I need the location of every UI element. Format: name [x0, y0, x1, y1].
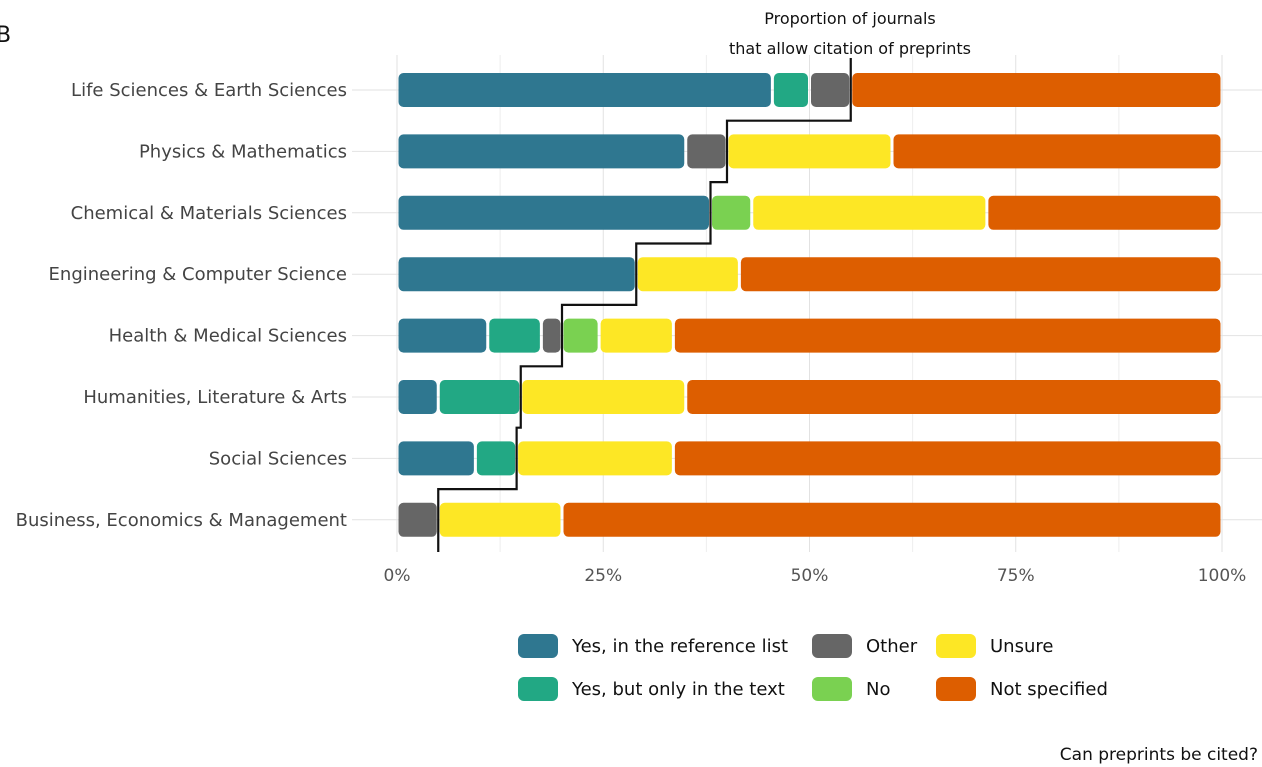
category-label: Business, Economics & Management [16, 510, 347, 531]
bar-segment [773, 73, 808, 107]
bar-segment [439, 502, 561, 537]
category-label: Chemical & Materials Sciences [71, 203, 347, 224]
bar-segment [687, 134, 726, 169]
bar-segment [712, 195, 751, 230]
category-labels: Life Sciences & Earth Sciences Physics & … [16, 80, 347, 531]
bar-segment [988, 195, 1221, 230]
legend-swatch [936, 634, 976, 658]
legend-label: Other [866, 636, 918, 657]
legend-label: Yes, in the reference list [571, 636, 788, 657]
category-label: Social Sciences [209, 448, 347, 469]
bar-segment [637, 257, 738, 292]
category-label: Humanities, Literature & Arts [83, 387, 347, 408]
bar-segment [398, 441, 474, 476]
bar-segment [522, 380, 685, 414]
legend-swatch [812, 634, 852, 658]
step-line-label-1: Proportion of journals [764, 9, 936, 28]
category-label: Health & Medical Sciences [109, 326, 347, 347]
legend-label: Unsure [990, 636, 1053, 657]
bar-segment [398, 318, 487, 353]
x-tick-label: 75% [997, 566, 1035, 586]
bar-segment [476, 441, 516, 476]
x-tick-labels: 0% 25% 50% 75% 100% [384, 566, 1247, 586]
category-label: Physics & Mathematics [139, 141, 347, 162]
category-label: Life Sciences & Earth Sciences [71, 80, 347, 101]
legend-swatch [936, 677, 976, 701]
bar-segment [563, 502, 1221, 537]
legend-title: Can preprints be cited? [1060, 745, 1258, 765]
legend: Yes, in the reference list Other Unsure Yes… [518, 634, 1108, 701]
x-tick-label: 100% [1198, 566, 1247, 586]
bar-segment [398, 73, 771, 107]
bar-segment [811, 73, 850, 107]
step-line [437, 58, 852, 552]
category-label: Engineering & Computer Science [49, 264, 347, 285]
legend-swatch [518, 634, 558, 658]
bar-segment [600, 318, 672, 353]
panel-letter: B [0, 23, 11, 48]
bar-segment [398, 195, 709, 230]
bar-segment [398, 257, 635, 292]
bar-segment [398, 380, 437, 414]
bar-segment [563, 318, 598, 353]
bars [398, 73, 1221, 537]
bar-segment [674, 318, 1221, 353]
bar-segment [893, 134, 1221, 169]
bar-segment [489, 318, 540, 353]
bar-segment [687, 380, 1221, 414]
bar-segment [674, 441, 1221, 476]
legend-swatch [812, 677, 852, 701]
legend-label: Not specified [990, 679, 1108, 700]
bar-segment [728, 134, 891, 169]
x-tick-label: 50% [791, 566, 829, 586]
step-line-group [437, 58, 852, 552]
legend-label: Yes, but only in the text [571, 679, 785, 700]
x-tick-label: 0% [384, 566, 411, 586]
bar-segment [439, 380, 520, 414]
legend-label: No [866, 679, 890, 700]
bar-segment [542, 318, 561, 353]
x-tick-label: 25% [584, 566, 622, 586]
bar-segment [852, 73, 1221, 107]
bar-segment [398, 502, 437, 537]
grid-lines [352, 55, 1262, 552]
bar-segment [398, 134, 685, 169]
legend-swatch [518, 677, 558, 701]
step-line-label-2: that allow citation of preprints [729, 39, 971, 58]
bar-segment [740, 257, 1221, 292]
bar-segment [753, 195, 986, 230]
bar-segment [518, 441, 672, 476]
